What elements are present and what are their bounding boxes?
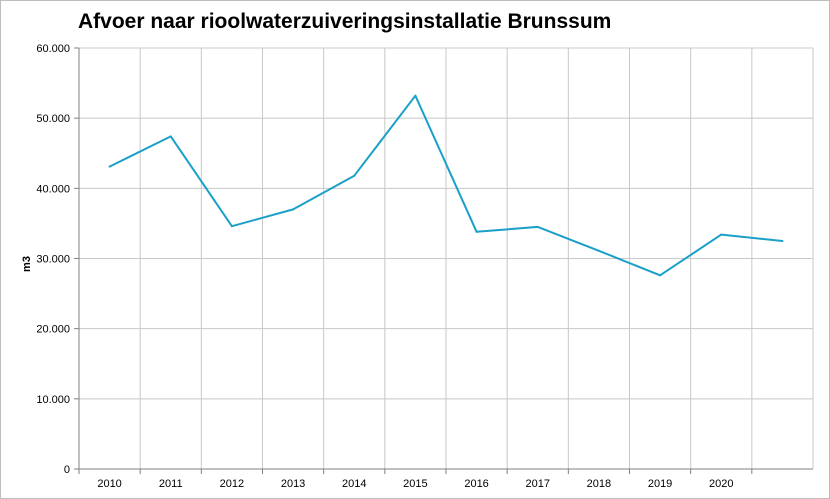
data-point xyxy=(659,274,662,277)
x-tick-label: 2020 xyxy=(709,478,733,490)
x-tick-label: 2017 xyxy=(526,478,550,490)
y-tick-label: 40.000 xyxy=(36,183,70,195)
data-point xyxy=(475,230,478,233)
grid-lines xyxy=(79,47,814,469)
x-tick-label: 2019 xyxy=(648,478,672,490)
data-point xyxy=(720,233,723,236)
data-point xyxy=(414,94,417,97)
chart-title: Afvoer naar rioolwaterzuiveringsinstalla… xyxy=(78,10,612,33)
y-tick-label: 10.000 xyxy=(36,394,70,406)
data-point xyxy=(536,225,539,228)
series-layer xyxy=(108,94,784,277)
data-point xyxy=(781,239,784,242)
x-tick-label: 2010 xyxy=(97,478,121,490)
data-point xyxy=(169,135,172,138)
x-tick-label: 2018 xyxy=(587,478,611,490)
data-point xyxy=(108,165,111,168)
x-tick-label: 2015 xyxy=(403,478,427,490)
x-tick-label: 2013 xyxy=(281,478,305,490)
y-tick-label: 0 xyxy=(64,464,70,476)
series-line xyxy=(109,94,783,277)
x-tick-label: 2012 xyxy=(220,478,244,490)
y-tick-label: 50.000 xyxy=(36,113,70,125)
data-point xyxy=(353,174,356,177)
y-tick-label: 60.000 xyxy=(36,43,70,55)
y-tick-labels: 0 10.000 20.000 30.000 40.000 50.000 60.000 xyxy=(36,43,70,476)
data-point xyxy=(230,225,233,228)
y-tick-label: 30.000 xyxy=(36,254,70,266)
x-tick-label: 2011 xyxy=(159,478,183,490)
axes xyxy=(74,47,813,474)
data-point xyxy=(597,249,600,252)
x-tick-label: 2014 xyxy=(342,478,366,490)
x-tick-labels: 2010 2011 2012 2013 2014 2015 2016 2017 2018 2019… xyxy=(97,478,733,490)
y-axis-label: m3 xyxy=(21,256,33,272)
y-tick-label: 20.000 xyxy=(36,324,70,336)
x-tick-label: 2016 xyxy=(464,478,488,490)
data-point xyxy=(292,208,295,211)
